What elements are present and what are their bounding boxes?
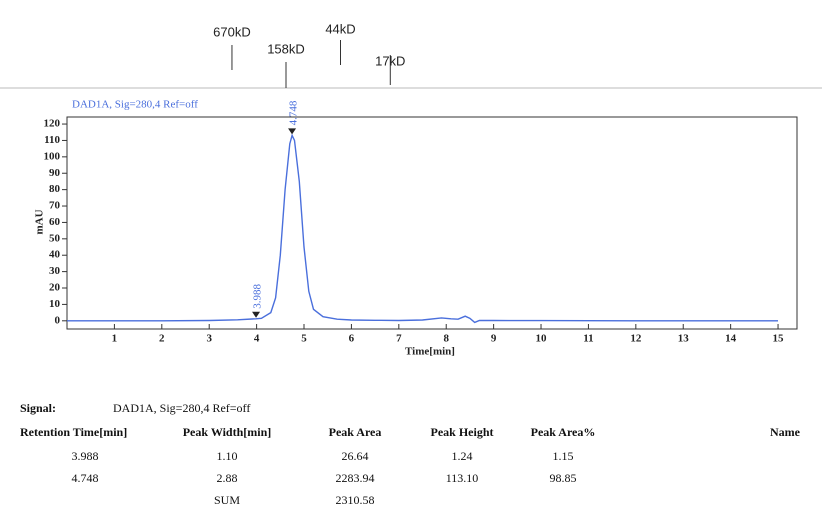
y-tick-label: 20 [49,282,61,294]
y-tick-label: 120 [44,118,61,130]
x-tick-label: 3 [206,333,212,345]
table-cell: 26.64 [342,449,369,463]
peak-marker [288,128,297,135]
x-tick-label: 13 [678,333,690,345]
x-tick-label: 1 [112,333,118,345]
x-tick-label: 8 [443,333,449,345]
y-tick-label: 60 [49,216,61,228]
y-tick-label: 70 [49,200,61,212]
table-cell: 2283.94 [336,471,375,485]
x-tick-label: 7 [396,333,402,345]
trace [67,133,778,324]
table-cell: 1.10 [217,449,238,463]
x-tick-label: 10 [536,333,548,345]
sum-label: SUM [214,493,240,507]
signal-label: Signal: [20,401,56,415]
x-axis-label: Time[min] [405,346,455,358]
x-tick-label: 12 [630,333,642,345]
x-tick-label: 4 [254,333,260,345]
table-header: Retention Time[min] [20,425,127,439]
x-tick-label: 14 [725,333,737,345]
table-header: Name [770,425,801,439]
y-tick-label: 80 [49,183,61,195]
y-tick-label: 100 [44,150,61,162]
x-tick-label: 5 [301,333,307,345]
mw-label: 44kD [325,21,355,36]
table-cell: 1.24 [452,449,473,463]
table-cell: 1.15 [553,449,574,463]
table-header: Peak Height [431,425,494,439]
peak-marker [252,311,261,318]
y-tick-label: 50 [49,232,61,244]
chart-title: DAD1A, Sig=280,4 Ref=off [72,99,198,111]
y-tick-label: 90 [49,167,61,179]
peak-label: 3.988 [252,284,264,309]
x-tick-label: 6 [349,333,355,345]
table-header: Peak Width[min] [183,425,272,439]
table-header: Peak Area [329,425,382,439]
table-cell: 4.748 [72,471,99,485]
plot-frame [66,116,798,330]
table-cell: 3.988 [72,449,99,463]
signal-value: DAD1A, Sig=280,4 Ref=off [113,401,250,415]
y-axis-label: mAU [34,209,46,234]
mw-label: 158kD [267,41,305,56]
y-tick-label: 40 [49,249,61,261]
mw-label: 670kD [213,24,251,39]
table-header: Peak Area% [531,425,596,439]
x-tick-label: 11 [583,333,593,345]
x-tick-label: 15 [773,333,785,345]
table-cell: 98.85 [550,471,577,485]
x-tick-label: 9 [491,333,497,345]
x-tick-label: 2 [159,333,165,345]
peak-label: 4.748 [288,100,300,125]
table-cell: 2.88 [217,471,238,485]
y-tick-label: 0 [55,314,61,326]
table-cell: 113.10 [446,471,479,485]
sum-value: 2310.58 [336,493,375,507]
y-tick-label: 110 [44,134,60,146]
mw-label: 17kD [375,53,405,68]
y-tick-label: 30 [49,265,61,277]
y-tick-label: 10 [49,298,61,310]
